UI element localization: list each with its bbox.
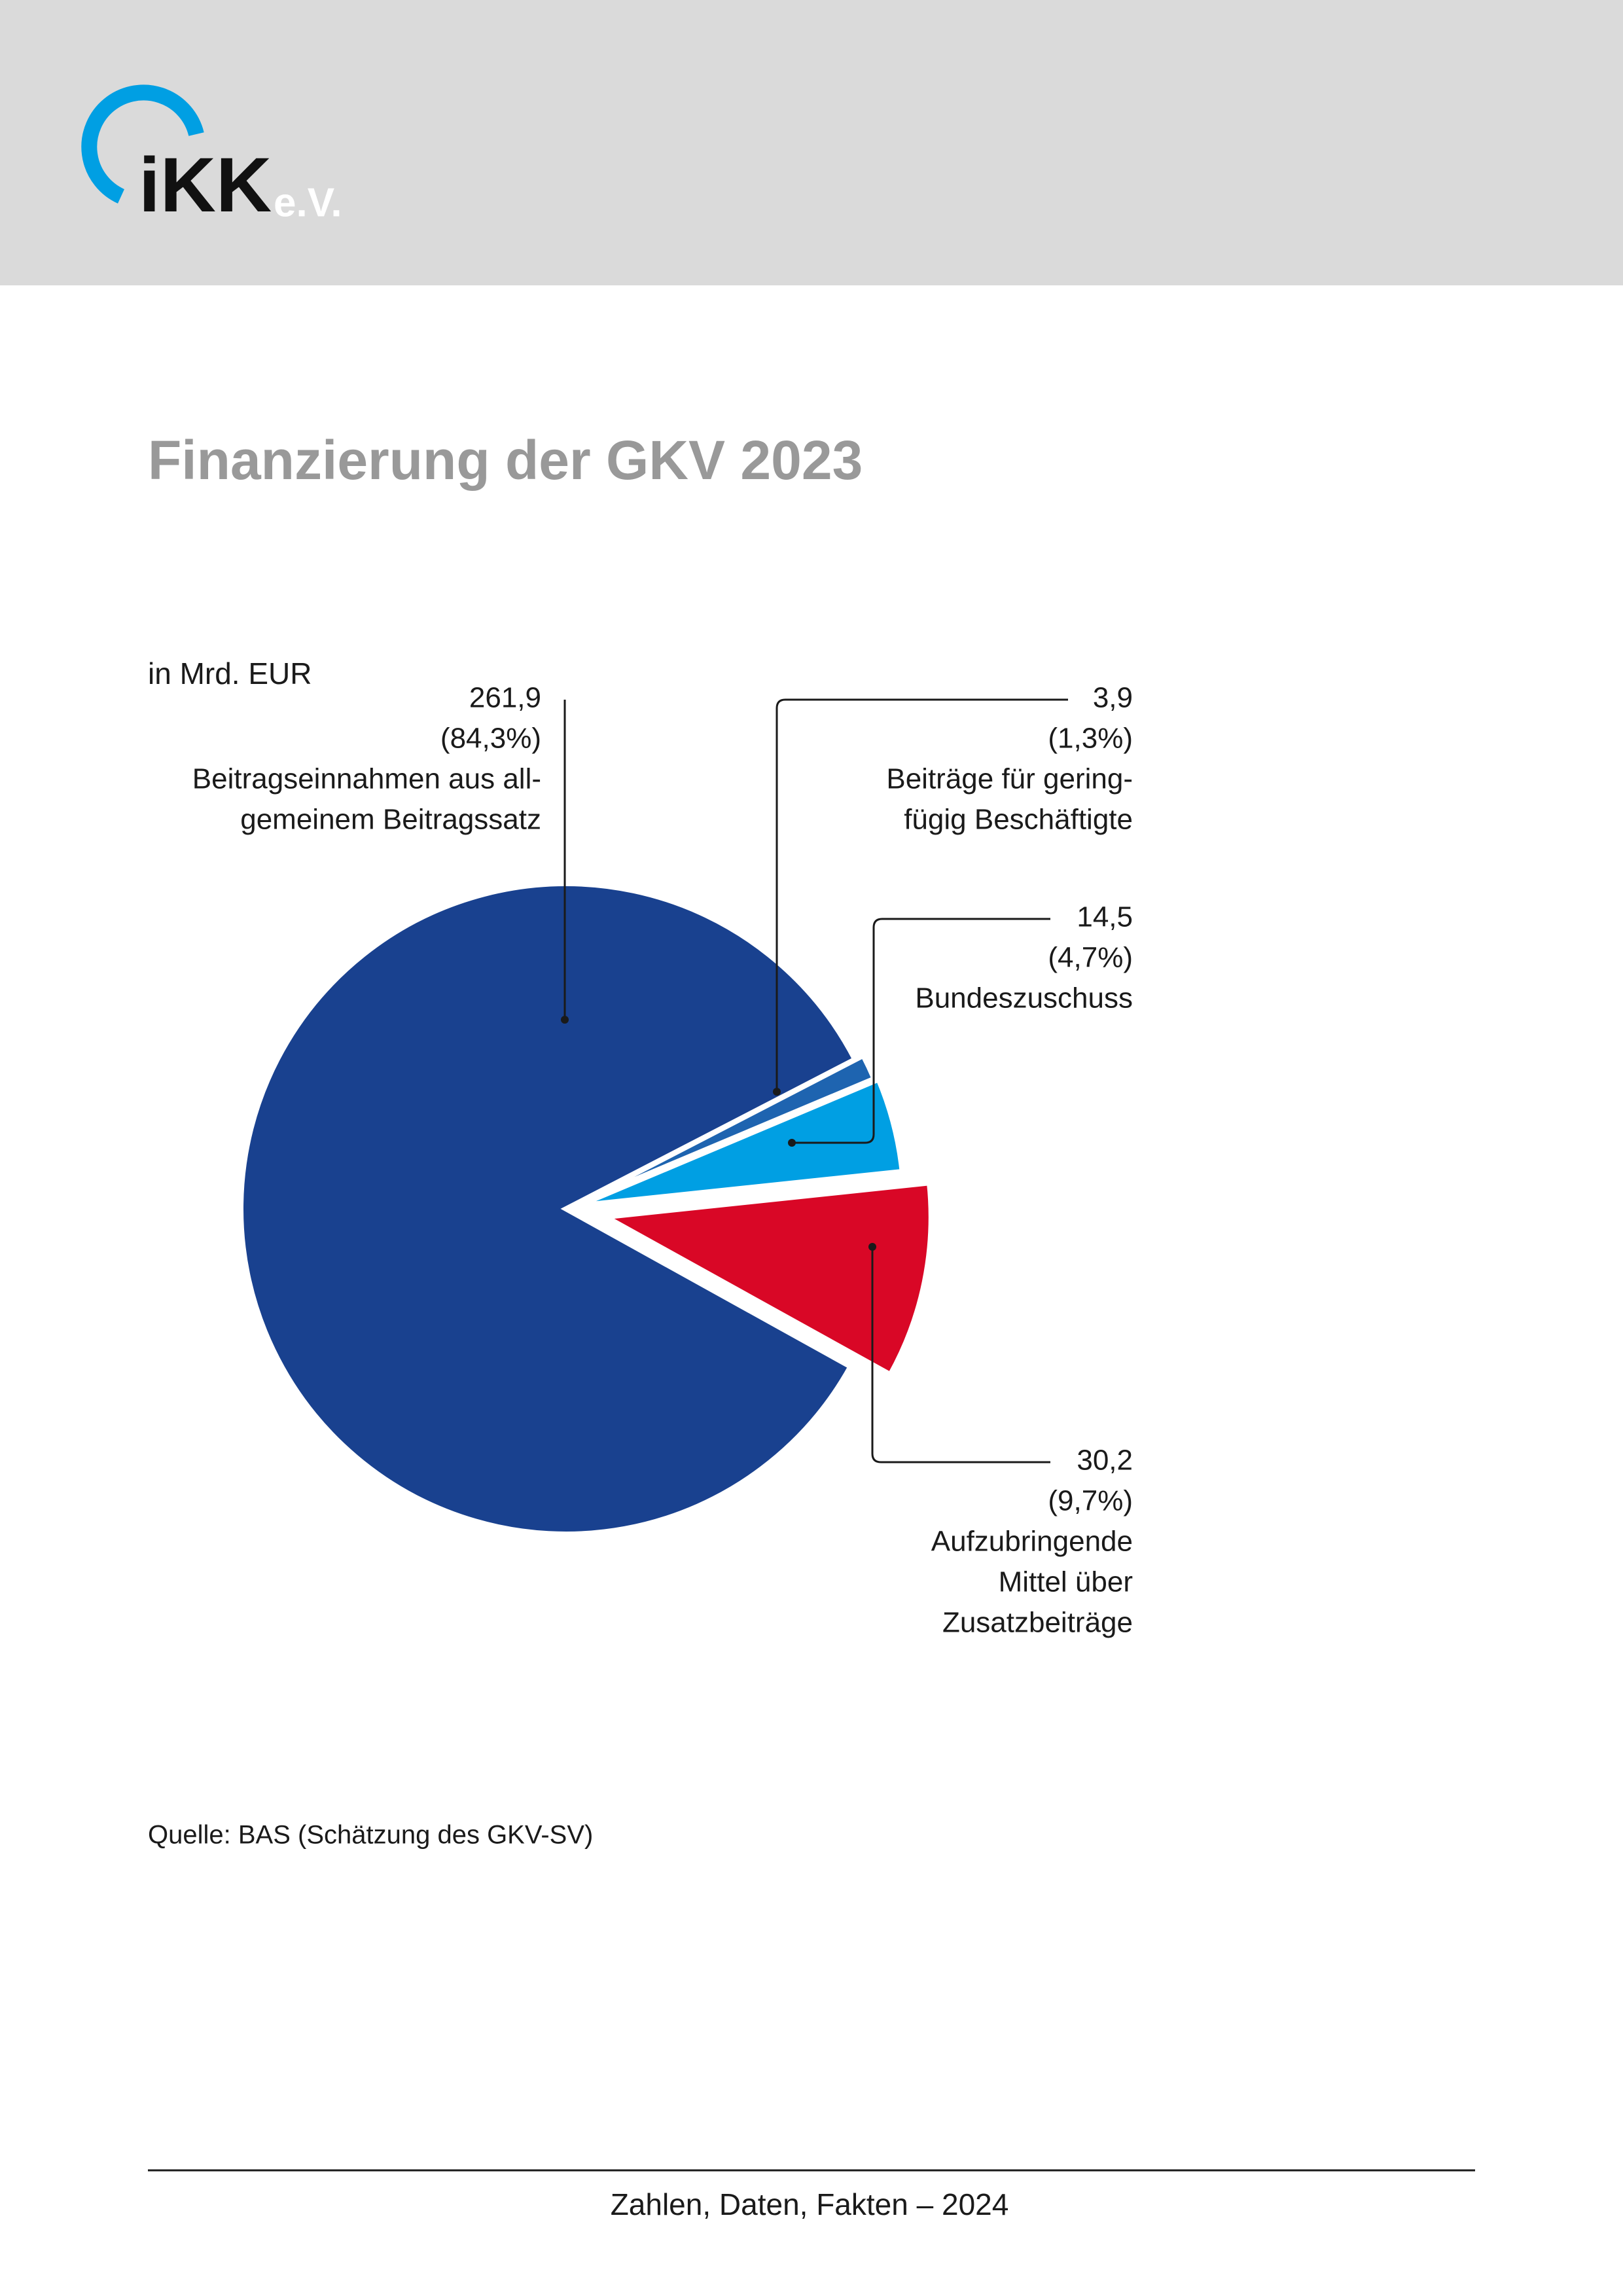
category-label: Bundeszuschuss [915,982,1133,1014]
pie-slice [597,1179,934,1378]
category-label: gemeinem Beitragssatz [240,804,541,836]
leader-dot [868,1243,876,1251]
logo-suffix: e.V. [274,180,342,225]
leader-dots [561,1016,876,1251]
leader-line [776,698,1068,1092]
value-label: 261,9 [469,682,541,714]
category-label: Aufzubringende [931,1526,1133,1558]
source-note: Quelle: BAS (Schätzung des GKV-SV) [148,1821,593,1850]
share-label: (1,3%) [1048,723,1133,755]
category-label: Beiträge für gering- [886,763,1133,795]
logo-text: iKK [139,142,272,228]
pie-slice [577,1075,906,1208]
share-label: (9,7%) [1048,1485,1133,1517]
unit-label: in Mrd. EUR [148,656,312,691]
category-label: Beitragseinnahmen aus all- [192,763,541,795]
leader-dot [561,1016,569,1024]
leaders [563,698,1068,1463]
pie [238,881,934,1537]
share-label: (4,7%) [1048,942,1133,974]
share-label: (84,3%) [440,723,541,755]
value-label: 3,9 [1093,682,1133,714]
category-label: Zusatzbeiträge [942,1607,1133,1639]
footer-text: Zahlen, Daten, Fakten – 2024 [611,2187,1009,2221]
chart-title: Finanzierung der GKV 2023 [148,429,863,491]
pie-slice [238,881,859,1537]
value-label: 14,5 [1077,901,1133,933]
logo-ring [81,84,204,204]
value-label: 30,2 [1077,1444,1133,1477]
leader-dot [788,1139,796,1147]
leader-dot [773,1088,781,1096]
category-label: fügig Beschäftigte [904,804,1133,836]
leader-line [792,918,1050,1144]
category-label: Mittel über [999,1566,1133,1598]
header-band [0,0,1623,285]
leader-line [871,1247,1050,1463]
slice-labels: 261,9 (84,3%) Beitragseinnahmen aus all-ge… [192,682,1133,1639]
